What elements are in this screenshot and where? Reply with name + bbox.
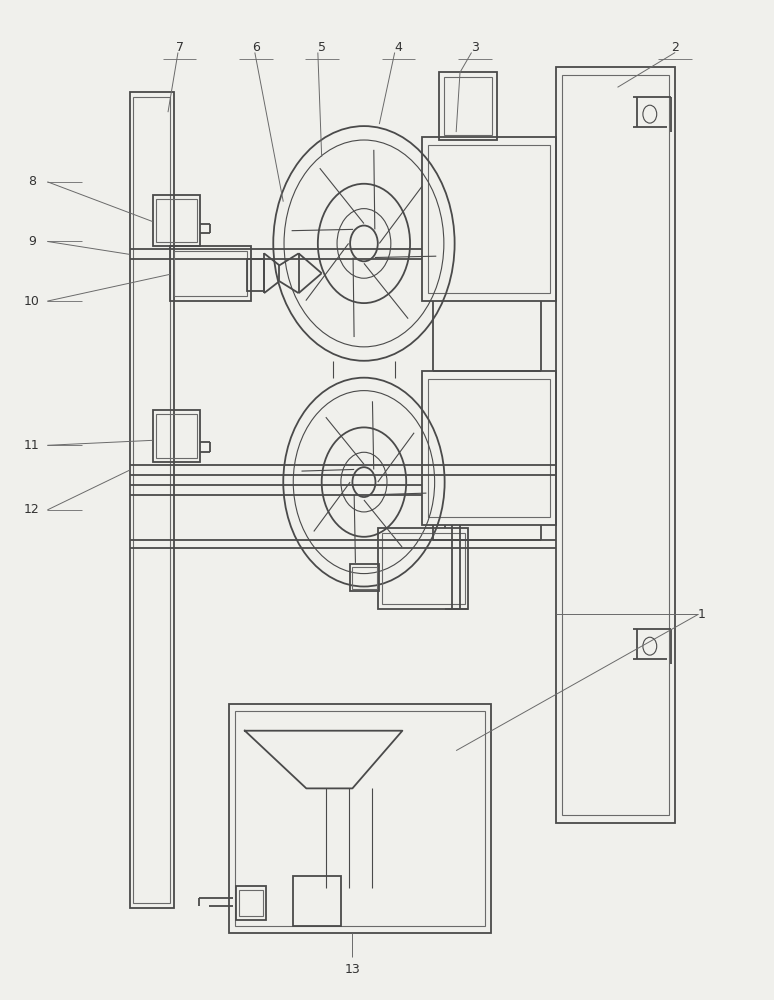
Bar [562,75,669,815]
Text: 1: 1 [698,608,706,621]
Bar [293,876,341,926]
Text: 9: 9 [28,235,36,248]
Bar [352,567,377,589]
Bar [235,711,485,926]
Bar [378,528,468,609]
Bar [444,77,492,135]
Bar [428,379,550,517]
Bar [422,371,556,525]
Bar [556,67,675,823]
Bar [129,92,174,908]
Text: 4: 4 [395,41,402,54]
Bar [247,259,264,291]
Text: 3: 3 [471,41,479,54]
Bar [235,886,266,920]
Bar [238,890,263,916]
Text: 6: 6 [252,41,260,54]
Bar [440,72,497,140]
Bar [156,414,197,458]
Polygon shape [245,731,402,788]
Bar [174,251,247,296]
Bar [229,704,491,933]
Bar [152,195,200,246]
Text: 13: 13 [344,963,360,976]
Bar [133,97,170,903]
Bar [428,145,550,293]
Text: 2: 2 [671,41,679,54]
Bar [350,564,379,591]
Text: 10: 10 [24,295,40,308]
Text: 11: 11 [24,439,39,452]
Text: 5: 5 [317,41,326,54]
Bar [156,199,197,242]
Bar [382,533,464,604]
Text: 8: 8 [28,175,36,188]
Bar [170,246,251,301]
Text: 7: 7 [176,41,183,54]
Bar [152,410,200,462]
Bar [422,137,556,301]
Text: 12: 12 [24,503,39,516]
